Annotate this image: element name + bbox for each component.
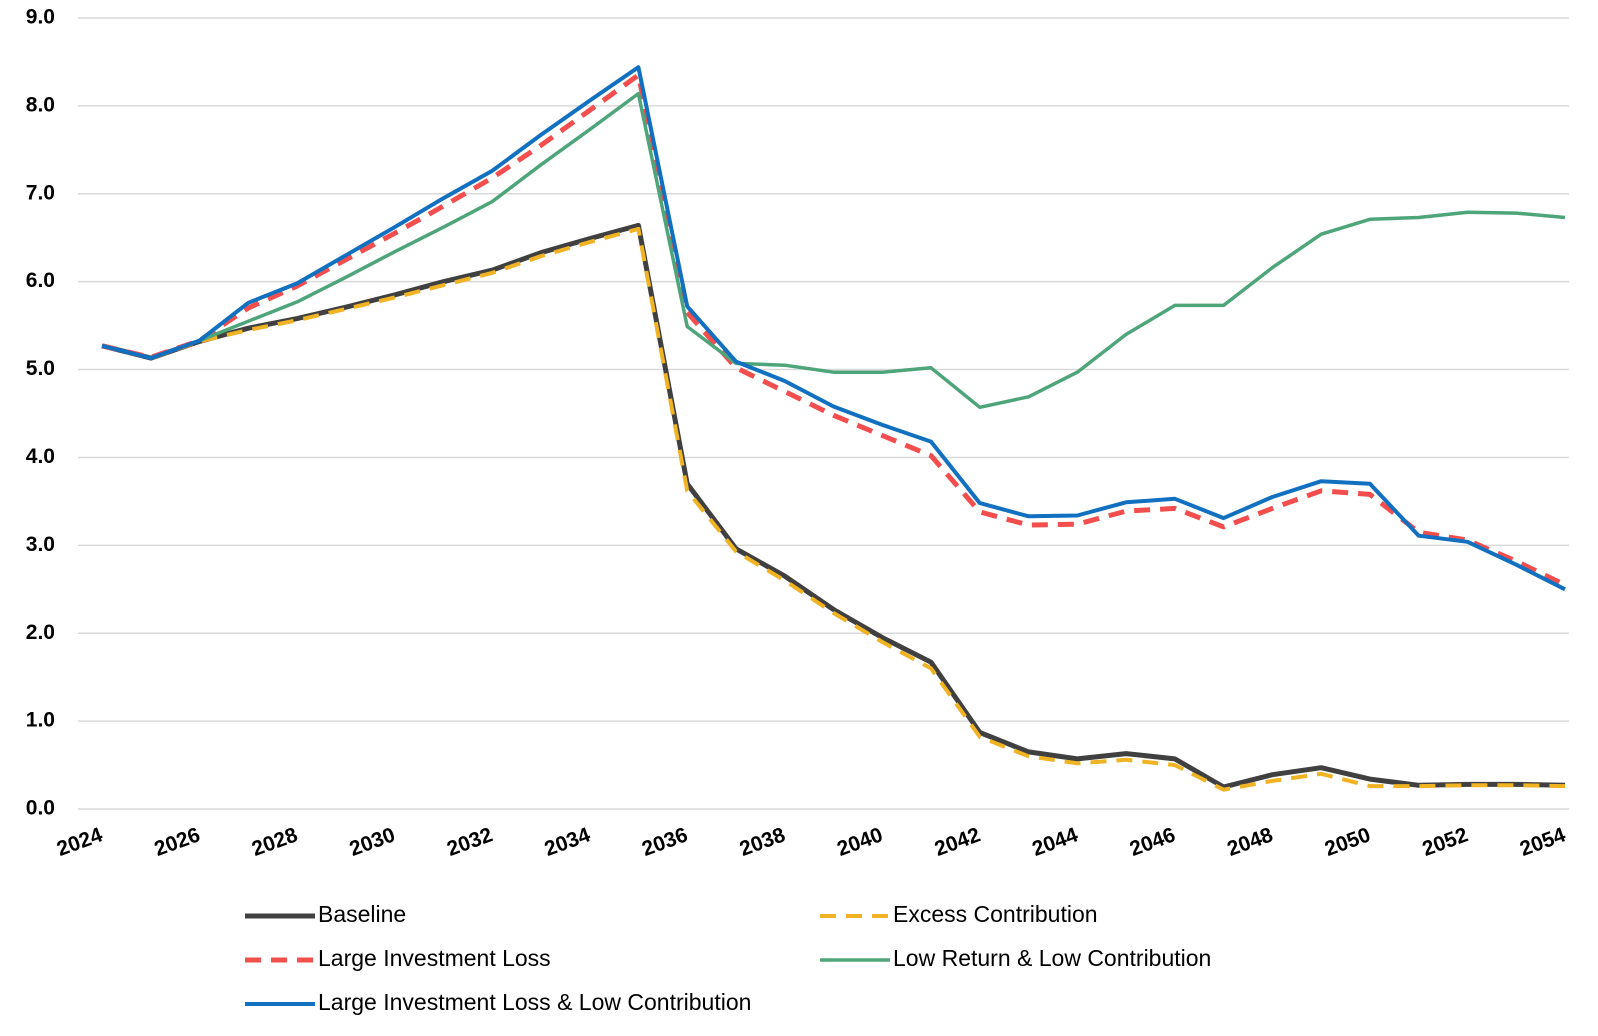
series-line — [101, 72, 1567, 588]
legend-label: Excess Contribution — [893, 901, 1098, 927]
x-tick-label: 2030 — [346, 823, 398, 861]
x-tick-label: 2054 — [1517, 823, 1569, 861]
legend-label: Large Investment Loss & Low Contribution — [318, 989, 751, 1015]
x-tick-label: 2036 — [639, 823, 691, 861]
y-tick-label: 5.0 — [26, 357, 55, 380]
y-tick-label: 1.0 — [26, 709, 55, 732]
legend-label: Low Return & Low Contribution — [893, 945, 1211, 971]
x-tick-label: 2032 — [444, 823, 496, 861]
y-tick-label: 3.0 — [26, 533, 55, 556]
y-tick-label: 0.0 — [26, 797, 55, 820]
x-tick-label: 2040 — [834, 823, 886, 861]
series-line — [101, 91, 1566, 410]
x-tick-label: 2026 — [151, 823, 203, 861]
x-tick-label: 2046 — [1127, 823, 1179, 861]
x-tick-label: 2038 — [737, 823, 789, 861]
x-tick-label: 2048 — [1224, 823, 1276, 861]
y-tick-label: 9.0 — [26, 6, 55, 29]
x-tick-label: 2044 — [1029, 823, 1081, 861]
x-tick-label: 2034 — [542, 823, 594, 861]
x-tick-label: 2050 — [1322, 823, 1374, 861]
legend-label: Baseline — [318, 901, 406, 927]
y-tick-label: 7.0 — [26, 181, 55, 204]
y-tick-label: 4.0 — [26, 445, 55, 468]
legend-label: Large Investment Loss — [318, 945, 551, 971]
x-tick-label: 2042 — [932, 823, 984, 861]
series-line — [101, 222, 1566, 790]
x-tick-label: 2028 — [249, 823, 301, 861]
y-tick-label: 8.0 — [26, 93, 55, 116]
series-line — [101, 65, 1566, 592]
x-tick-label: 2024 — [54, 823, 106, 861]
x-tick-label: 2052 — [1419, 823, 1471, 861]
series-line — [101, 226, 1566, 792]
y-tick-label: 2.0 — [26, 621, 55, 644]
y-tick-label: 6.0 — [26, 269, 55, 292]
